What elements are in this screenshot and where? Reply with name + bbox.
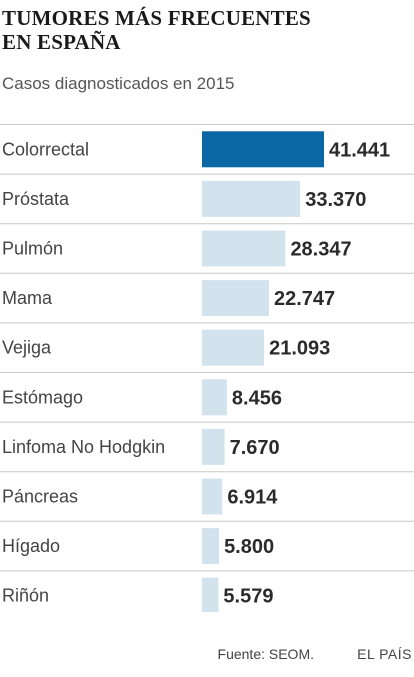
value-label: 21.093 <box>269 338 330 360</box>
value-label: 28.347 <box>290 239 351 261</box>
value-label: 41.441 <box>329 139 390 161</box>
category-label: Linfoma No Hodgkin <box>2 437 165 457</box>
chart-title: TUMORES MÁS FRECUENTES EN ESPAÑA <box>2 6 402 54</box>
bar-6 <box>202 379 227 416</box>
bar-4 <box>202 280 269 317</box>
bar-chart: Colorrectal 41.441 Próstata 33.370 Pulmón 28.… <box>0 124 414 612</box>
value-label: 5.579 <box>223 586 273 608</box>
brand-credit: EL PAÍS <box>357 646 412 662</box>
source-note: Fuente: SEOM. <box>217 646 314 662</box>
chart-subtitle: Casos diagnosticados en 2015 <box>2 74 235 93</box>
bar-3 <box>202 230 286 267</box>
value-label: 33.370 <box>305 189 366 211</box>
category-label: Colorrectal <box>2 139 89 159</box>
bar-10 <box>202 577 219 612</box>
value-label: 5.800 <box>224 536 274 558</box>
value-label: 6.914 <box>227 487 278 509</box>
bar-1 <box>202 131 324 168</box>
bar-9 <box>202 528 220 565</box>
chart-title-line-1: TUMORES MÁS FRECUENTES <box>2 6 311 30</box>
category-label: Estómago <box>2 387 83 407</box>
bar-5 <box>202 329 265 366</box>
value-label: 22.747 <box>274 288 335 310</box>
value-label: 8.456 <box>232 387 282 409</box>
bar-2 <box>202 180 301 217</box>
chart-title-line-2: EN ESPAÑA <box>2 30 121 54</box>
category-label: Páncreas <box>2 487 78 507</box>
value-label: 7.670 <box>230 437 280 459</box>
category-label: Riñón <box>2 586 49 606</box>
category-label: Pulmón <box>2 239 63 259</box>
category-label: Hígado <box>2 536 60 556</box>
bar-8 <box>202 478 223 515</box>
category-label: Vejiga <box>2 338 52 358</box>
category-label: Mama <box>2 288 53 308</box>
category-label: Próstata <box>2 189 70 209</box>
bar-7 <box>202 428 225 465</box>
